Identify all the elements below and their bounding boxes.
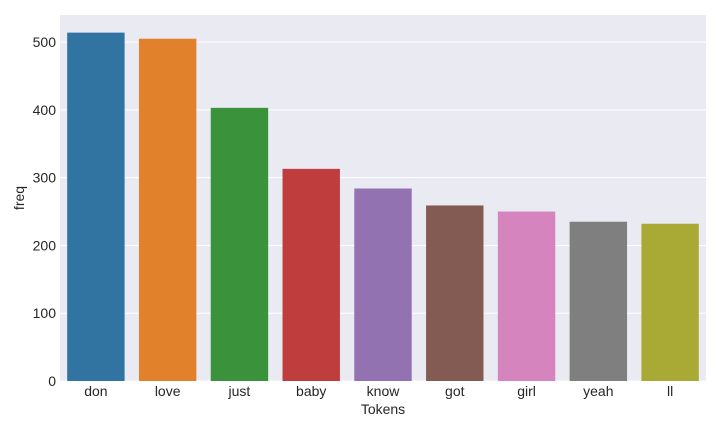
x-tick-label: baby	[296, 383, 326, 399]
x-tick-label: yeah	[583, 383, 613, 399]
y-axis-label: freq	[11, 186, 27, 210]
x-tick-label: know	[367, 383, 401, 399]
x-tick-label: ll	[667, 383, 673, 399]
bar-got	[426, 205, 484, 381]
bar-baby	[282, 168, 340, 381]
y-tick-label: 300	[33, 170, 57, 186]
bar-yeah	[569, 221, 628, 381]
bars	[67, 32, 699, 381]
x-tick-label: love	[155, 383, 181, 399]
y-tick-label: 100	[33, 305, 57, 321]
y-tick-label: 500	[33, 34, 57, 50]
x-tick-label: got	[445, 383, 465, 399]
bar-know	[354, 188, 412, 381]
x-tick-label: just	[228, 383, 251, 399]
y-tick-label: 400	[33, 102, 57, 118]
x-tick-labels: don love just baby know got girl yeah ll	[84, 383, 673, 399]
x-tick-label: girl	[517, 383, 536, 399]
bar-ll	[641, 223, 699, 381]
y-tick-label: 200	[33, 237, 57, 253]
bar-girl	[497, 211, 556, 381]
y-tick-label: 0	[48, 373, 56, 389]
y-tick-labels: 0 100 200 300 400 500	[33, 34, 57, 389]
bar-don	[67, 32, 125, 381]
bar-just	[210, 107, 269, 381]
bar-love	[138, 38, 197, 381]
x-tick-label: don	[84, 383, 107, 399]
x-axis-label: Tokens	[361, 401, 405, 417]
